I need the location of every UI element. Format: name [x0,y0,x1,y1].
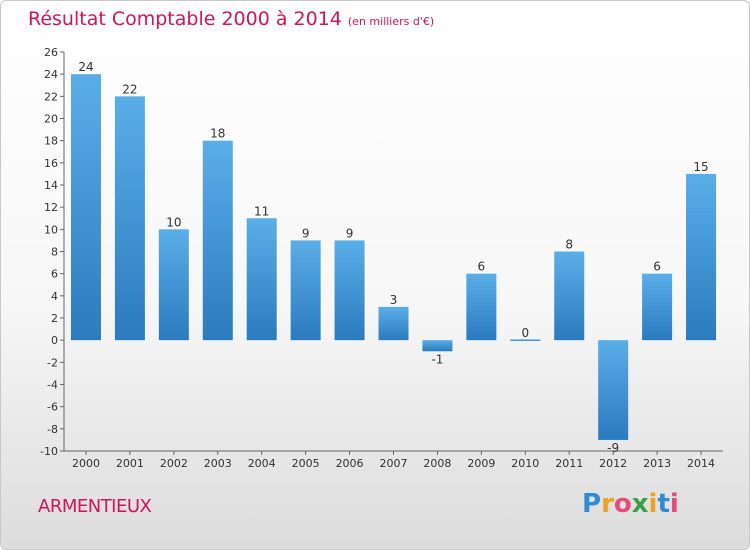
chart-title-text: Résultat Comptable 2000 à 2014 [28,8,342,30]
logo-letter: r [601,489,614,519]
chart-subtitle: (en milliers d'€) [347,15,435,28]
y-tick-label: -4 [47,379,58,392]
y-tick-label: 6 [51,268,58,281]
bar [378,306,409,341]
x-tick-label: 2011 [555,457,583,470]
y-tick-label: -2 [47,356,58,369]
data-label: 22 [122,82,137,96]
x-tick-label: 2012 [599,457,627,470]
x-tick-label: 2013 [643,457,671,470]
bar [422,340,453,352]
logo-letter: o [613,489,632,519]
data-label: 15 [693,160,708,174]
x-tick-label: 2004 [248,457,276,470]
y-tick-label: 18 [44,135,58,148]
bar [466,273,497,341]
y-tick-label: 0 [51,334,58,347]
y-tick-label: -6 [47,401,58,414]
data-label: 0 [521,326,529,340]
y-tick-label: 4 [51,290,58,303]
data-label: 10 [166,215,181,229]
x-tick-label: 2001 [116,457,144,470]
bar [554,251,585,341]
bar [334,240,365,341]
x-tick-label: 2000 [72,457,100,470]
logo-letter: i [669,489,679,519]
x-tick-label: 2014 [687,457,715,470]
data-label: -9 [607,441,619,455]
x-tick-label: 2010 [511,457,539,470]
data-label: 9 [346,226,354,240]
y-tick-label: 10 [44,223,58,236]
data-label: -1 [431,352,443,366]
y-tick-label: -8 [47,423,58,436]
bar [642,273,673,341]
logo-letter: i [648,489,658,519]
bar [246,218,277,341]
bar [290,240,321,341]
x-tick-label: 2003 [204,457,232,470]
x-tick-label: 2002 [160,457,188,470]
x-tick-label: 2007 [380,457,408,470]
bar [598,340,629,440]
y-tick-label: 24 [44,68,58,81]
data-label: 9 [302,226,310,240]
bar [510,339,541,341]
y-tick-label: 8 [51,246,58,259]
y-tick-label: 12 [44,201,58,214]
data-label: 11 [254,204,269,218]
logo-letter: t [657,489,670,519]
x-tick-label: 2009 [467,457,495,470]
bar [202,140,233,341]
y-tick-label: 22 [44,90,58,103]
chart-title: Résultat Comptable 2000 à 2014 (en millie… [28,8,434,30]
y-tick-label: 26 [44,46,58,59]
bar [114,96,145,341]
y-tick-label: 16 [44,157,58,170]
data-label: 18 [210,127,225,141]
bar [158,229,189,341]
x-tick-label: 2006 [336,457,364,470]
y-tick-label: 14 [44,179,58,192]
data-label: 6 [478,260,486,274]
logo-letter: P [582,489,602,519]
logo-letter: x [631,489,649,519]
bar [70,74,101,341]
x-tick-label: 2008 [423,457,451,470]
proxiti-logo: Proxiti [582,489,679,519]
y-tick-label: 2 [51,312,58,325]
data-label: 6 [653,260,661,274]
y-tick-label: -10 [40,445,58,458]
commune-name: ARMENTIEUX [38,496,152,517]
bar [686,173,717,341]
data-label: 24 [78,60,93,74]
data-label: 3 [390,293,398,307]
data-label: 8 [565,238,573,252]
y-tick-label: 20 [44,113,58,126]
x-tick-label: 2005 [292,457,320,470]
